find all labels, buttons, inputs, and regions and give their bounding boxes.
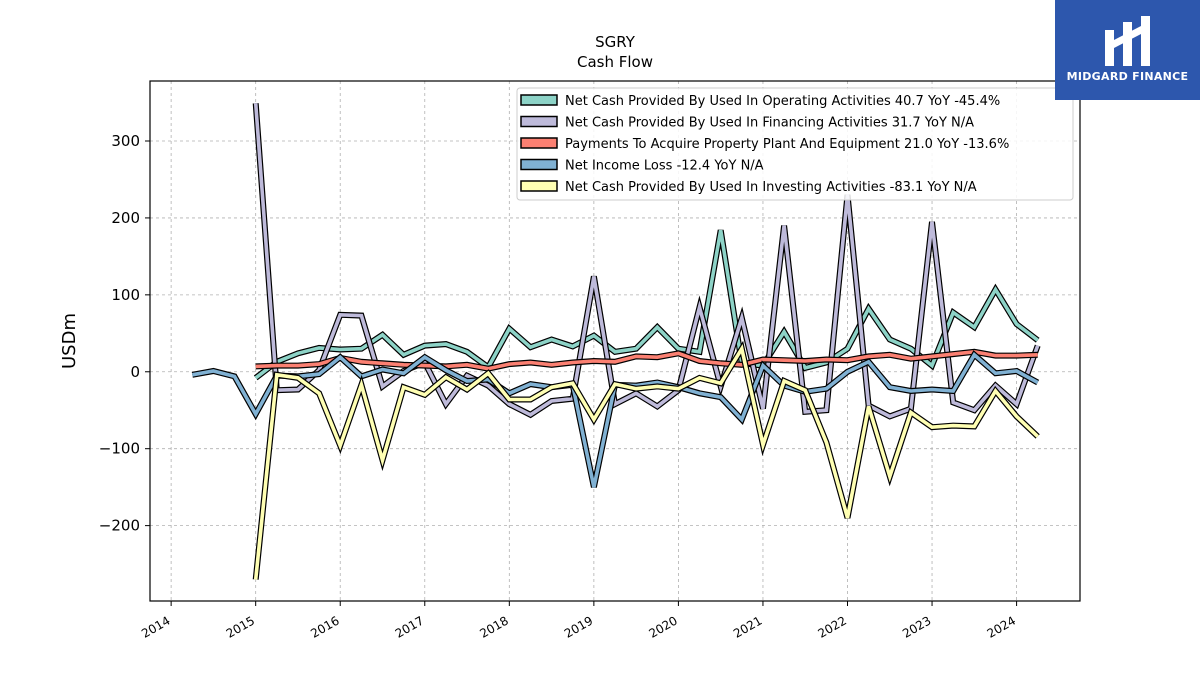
y-axis: −200 −100 0 100 200 300: [99, 132, 150, 535]
y-tick-label: 300: [111, 132, 140, 150]
chart-subtitle: Cash Flow: [577, 53, 653, 71]
x-tick-label: 2020: [646, 613, 679, 640]
x-tick-label: 2014: [139, 613, 172, 640]
series-line-payments-to-acquire-property-plant-and-equipment: [255, 349, 1038, 371]
x-tick-label: 2017: [393, 613, 426, 640]
y-tick-label: 100: [111, 286, 140, 304]
legend-swatch: [520, 158, 558, 171]
x-tick-label: 2022: [816, 613, 849, 640]
y-tick-label: −200: [99, 517, 140, 535]
legend: Net Cash Provided By Used In Operating A…: [516, 87, 1074, 201]
x-tick-label: 2019: [562, 613, 595, 640]
series-lines: [191, 103, 1041, 580]
legend-swatch: [520, 137, 558, 149]
brand-name: MIDGARD FINANCE: [1066, 70, 1189, 83]
x-tick-label: 2015: [224, 613, 257, 640]
x-tick-label: 2023: [900, 613, 933, 640]
series-line-net-cash-provided-by-used-in-investing-activities: [253, 343, 1039, 580]
logo-mark-icon: [1055, 0, 1200, 70]
x-tick-label: 2018: [477, 613, 510, 640]
legend-label: Net Income Loss -12.4 YoY N/A: [565, 159, 764, 174]
legend-label: Net Cash Provided By Used In Operating A…: [565, 94, 1000, 109]
x-tick-label: 2021: [731, 613, 764, 640]
x-tick-label: 2016: [308, 613, 341, 640]
midgard-finance-logo: MIDGARD FINANCE: [1055, 0, 1200, 100]
legend-swatch: [520, 180, 558, 192]
legend-label: Net Cash Provided By Used In Investing A…: [565, 180, 977, 195]
x-axis: 2014 2015 2016 2017 2018 2019 2020 2021 2022 2023…: [139, 601, 1018, 641]
series-line-net-cash-provided-by-used-in-financing-activities: [253, 103, 1040, 419]
y-tick-label: 0: [130, 363, 140, 381]
legend-label: Payments To Acquire Property Plant And E…: [565, 137, 1009, 152]
legend-swatch: [520, 94, 558, 106]
y-axis-label: USDm: [59, 313, 80, 369]
legend-label: Net Cash Provided By Used In Financing A…: [565, 116, 974, 131]
x-tick-label: 2024: [985, 613, 1018, 640]
chart-title: SGRY: [595, 33, 636, 51]
series-line-net-cash-provided-by-used-in-operating-activities: [254, 229, 1039, 380]
plot-frame: [149, 80, 1081, 602]
y-tick-label: −100: [99, 440, 140, 458]
legend-swatch: [520, 115, 558, 128]
y-tick-label: 200: [111, 209, 140, 227]
legend-box: [516, 87, 1074, 201]
